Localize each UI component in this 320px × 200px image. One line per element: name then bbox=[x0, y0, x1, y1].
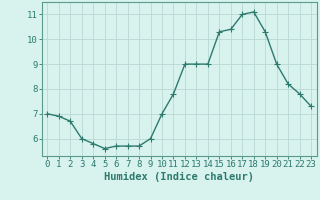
X-axis label: Humidex (Indice chaleur): Humidex (Indice chaleur) bbox=[104, 172, 254, 182]
